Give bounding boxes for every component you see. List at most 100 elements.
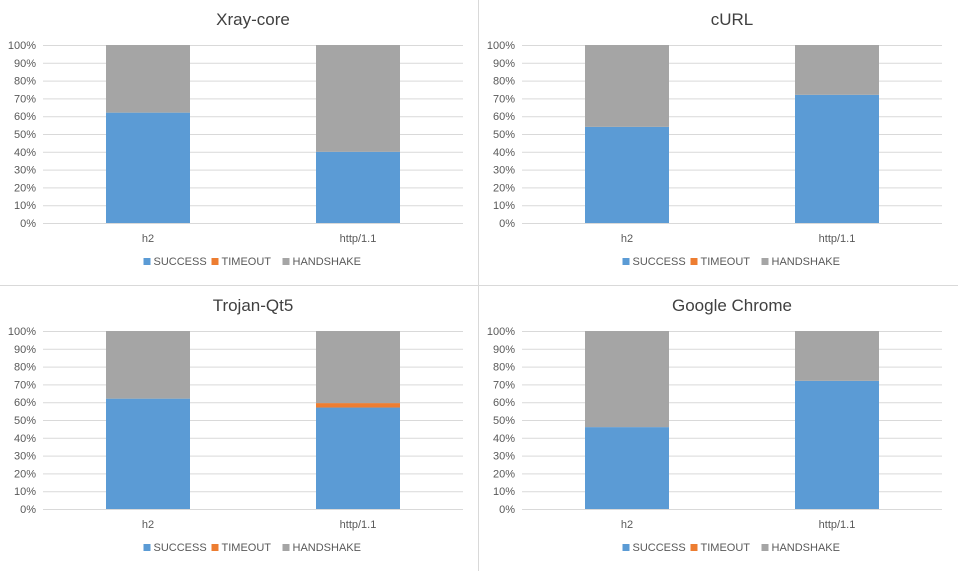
x-tick-label: h2 [142, 519, 154, 531]
y-tick-label: 30% [14, 165, 36, 177]
y-tick-label: 80% [14, 76, 36, 88]
bar-handshake-h2 [585, 331, 669, 428]
bar-success-h2 [106, 112, 190, 223]
x-tick-label: http/1.1 [819, 233, 856, 245]
bar-success-h2 [585, 427, 669, 509]
legend-label-handshake: HANDSHAKE [772, 256, 840, 268]
y-tick-label: 20% [14, 468, 36, 480]
y-tick-label: 70% [493, 93, 515, 105]
chart-svg: cURL 0% 10% 20% 30% 40% 50% 60% 70% 80% 90% 100% h2 h… [487, 10, 942, 268]
y-tick-label: 40% [14, 433, 36, 445]
y-tick-label: 30% [14, 451, 36, 463]
y-tick-label: 50% [493, 415, 515, 427]
y-tick-label: 70% [493, 379, 515, 391]
y-tick-label: 100% [487, 40, 515, 52]
x-tick-label: http/1.1 [340, 519, 377, 531]
chart-panel-xray-core: Xray-core 0% 10% 20% 30% 40% 50% 60% 70% 80% 90% 10… [0, 0, 478, 285]
y-tick-label: 90% [493, 58, 515, 70]
y-tick-label: 80% [14, 362, 36, 374]
y-tick-label: 20% [493, 468, 515, 480]
y-tick-label: 100% [487, 326, 515, 338]
y-tick-label: 80% [493, 362, 515, 374]
legend-swatch-timeout [211, 544, 219, 551]
bar-success-http-1-1 [795, 380, 879, 509]
legend-swatch-timeout [690, 544, 698, 551]
x-tick-label: http/1.1 [340, 233, 377, 245]
y-tick-label: 0% [499, 218, 515, 230]
chart-svg: Google Chrome 0% 10% 20% 30% 40% 50% 60% 70% 80% 9… [487, 296, 942, 554]
chart-svg: Trojan-Qt5 0% 10% 20% 30% 40% 50% 60% 70% 80% 90% 1… [8, 296, 463, 554]
bar-success-h2 [585, 126, 669, 223]
x-tick-label: h2 [142, 233, 154, 245]
bar-success-http-1-1 [795, 94, 879, 223]
legend-label-handshake: HANDSHAKE [293, 542, 361, 554]
legend-swatch-handshake [761, 258, 769, 265]
legend-swatch-handshake [282, 258, 290, 265]
bar-success-h2 [106, 398, 190, 509]
y-tick-label: 40% [14, 147, 36, 159]
bar-success-http-1-1 [316, 407, 400, 509]
legend-swatch-handshake [282, 544, 290, 551]
y-tick-label: 80% [493, 76, 515, 88]
bar-handshake-http-1-1 [316, 331, 400, 404]
y-tick-label: 40% [493, 147, 515, 159]
y-tick-label: 60% [493, 397, 515, 409]
legend-swatch-success [622, 258, 630, 265]
chart-panel-google-chrome: Google Chrome 0% 10% 20% 30% 40% 50% 60% 70% 80% 9… [479, 286, 958, 571]
legend-label-handshake: HANDSHAKE [772, 542, 840, 554]
legend-swatch-success [143, 544, 151, 551]
y-tick-label: 90% [14, 344, 36, 356]
chart-svg: Xray-core 0% 10% 20% 30% 40% 50% 60% 70% 80% 90% 10… [8, 10, 463, 268]
bar-handshake-h2 [585, 45, 669, 127]
y-tick-label: 50% [14, 129, 36, 141]
y-tick-label: 60% [14, 111, 36, 123]
y-tick-label: 0% [20, 504, 36, 516]
bar-handshake-h2 [106, 331, 190, 399]
chart-title: cURL [711, 10, 754, 29]
y-tick-label: 50% [14, 415, 36, 427]
legend-label-success: SUCCESS [154, 542, 207, 554]
legend-label-success: SUCCESS [154, 256, 207, 268]
y-tick-label: 100% [8, 326, 36, 338]
legend-label-handshake: HANDSHAKE [293, 256, 361, 268]
legend-label-success: SUCCESS [633, 542, 686, 554]
bar-timeout-http-1-1 [316, 403, 400, 408]
y-tick-label: 90% [493, 344, 515, 356]
y-tick-label: 20% [493, 182, 515, 194]
x-tick-label: http/1.1 [819, 519, 856, 531]
y-tick-label: 0% [499, 504, 515, 516]
bar-success-http-1-1 [316, 151, 400, 223]
y-tick-label: 30% [493, 451, 515, 463]
y-tick-label: 40% [493, 433, 515, 445]
y-tick-label: 50% [493, 129, 515, 141]
panel-divider-horizontal [0, 285, 958, 286]
y-tick-label: 70% [14, 93, 36, 105]
legend-label-timeout: TIMEOUT [701, 542, 751, 554]
chart-title: Trojan-Qt5 [213, 296, 294, 315]
y-tick-label: 0% [20, 218, 36, 230]
x-tick-label: h2 [621, 233, 633, 245]
bar-handshake-h2 [106, 45, 190, 113]
bar-handshake-http-1-1 [795, 331, 879, 381]
legend-swatch-timeout [211, 258, 219, 265]
chart-title: Google Chrome [672, 296, 792, 315]
legend-label-timeout: TIMEOUT [701, 256, 751, 268]
legend-label-timeout: TIMEOUT [222, 256, 272, 268]
bar-handshake-http-1-1 [795, 45, 879, 95]
legend-swatch-success [622, 544, 630, 551]
y-tick-label: 10% [493, 486, 515, 498]
chart-panel-curl: cURL 0% 10% 20% 30% 40% 50% 60% 70% 80% 90% 100% h2 h… [479, 0, 958, 285]
y-tick-label: 70% [14, 379, 36, 391]
y-tick-label: 10% [14, 486, 36, 498]
y-tick-label: 30% [493, 165, 515, 177]
x-tick-label: h2 [621, 519, 633, 531]
y-tick-label: 60% [14, 397, 36, 409]
y-tick-label: 90% [14, 58, 36, 70]
chart-title: Xray-core [216, 10, 290, 29]
y-tick-label: 10% [493, 200, 515, 212]
legend-swatch-handshake [761, 544, 769, 551]
legend-swatch-success [143, 258, 151, 265]
legend-label-timeout: TIMEOUT [222, 542, 272, 554]
legend-label-success: SUCCESS [633, 256, 686, 268]
